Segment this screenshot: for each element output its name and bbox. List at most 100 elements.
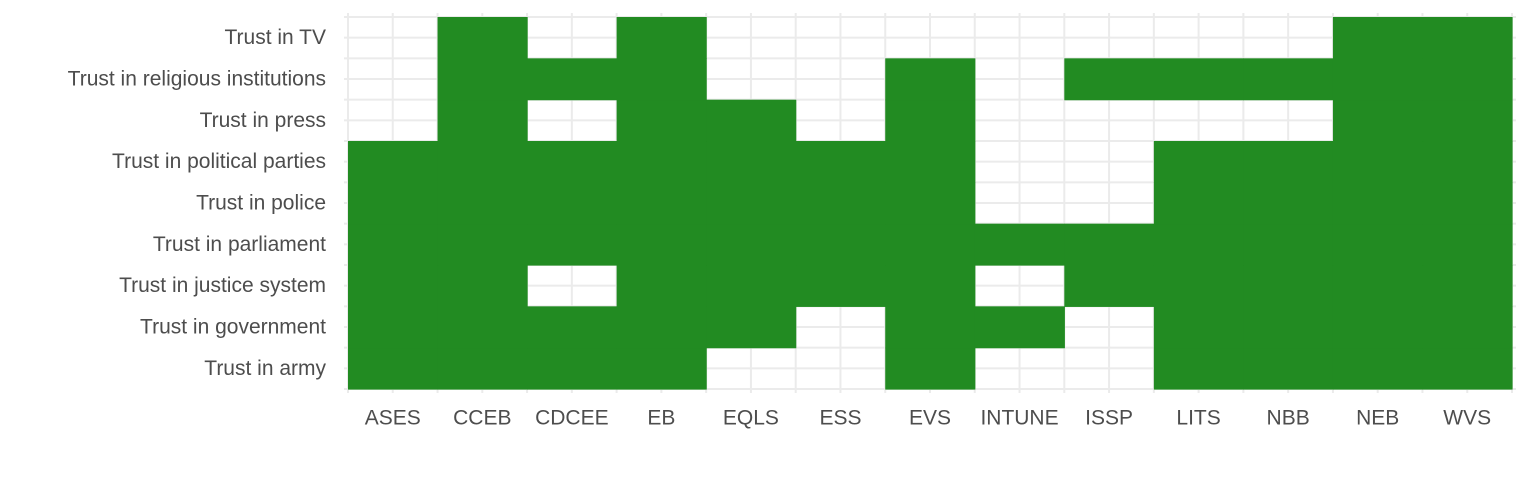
cell-wvs-trust-in-parliament (1422, 223, 1513, 266)
cell-cceb-trust-in-police (437, 182, 528, 225)
cell-eb-trust-in-government (616, 306, 707, 349)
x-tick-label-cceb: CCEB (453, 407, 511, 430)
cell-cceb-trust-in-tv (437, 17, 528, 59)
cell-neb-trust-in-parliament (1332, 223, 1424, 266)
cell-neb-trust-in-justice-system (1332, 265, 1424, 307)
cell-cceb-trust-in-parliament (437, 223, 528, 266)
y-tick-label-trust-in-parliament: Trust in parliament (153, 233, 326, 256)
cell-nbb-trust-in-political-parties (1243, 141, 1334, 183)
cell-eqls-trust-in-police (706, 182, 797, 225)
cell-layer (348, 17, 1513, 390)
cell-wvs-trust-in-political-parties (1422, 141, 1513, 183)
cell-lits-trust-in-army (1153, 347, 1244, 390)
x-tick-label-neb: NEB (1356, 407, 1399, 430)
x-tick-label-issp: ISSP (1085, 407, 1133, 430)
cell-neb-trust-in-religious-institutions (1332, 58, 1424, 101)
cell-neb-trust-in-press (1332, 99, 1424, 142)
cell-cceb-trust-in-press (437, 99, 528, 142)
cell-issp-trust-in-justice-system (1064, 265, 1155, 307)
cell-ess-trust-in-political-parties (795, 141, 886, 183)
cell-wvs-trust-in-press (1422, 99, 1513, 142)
cell-cdcee-trust-in-police (527, 182, 618, 225)
cell-eb-trust-in-religious-institutions (616, 58, 707, 101)
cell-wvs-trust-in-police (1422, 182, 1513, 225)
cell-neb-trust-in-police (1332, 182, 1424, 225)
x-tick-label-eqls: EQLS (723, 407, 779, 430)
cell-lits-trust-in-political-parties (1153, 141, 1244, 183)
cell-eqls-trust-in-justice-system (706, 265, 797, 307)
cell-wvs-trust-in-religious-institutions (1422, 58, 1513, 101)
cell-ases-trust-in-justice-system (348, 265, 439, 307)
cell-evs-trust-in-parliament (885, 223, 976, 266)
cell-cceb-trust-in-religious-institutions (437, 58, 528, 101)
y-tick-label-trust-in-religious-institutions: Trust in religious institutions (68, 68, 326, 91)
cell-intune-trust-in-government (974, 306, 1065, 349)
cell-ases-trust-in-army (348, 347, 439, 390)
cell-lits-trust-in-government (1153, 306, 1244, 349)
cell-cdcee-trust-in-government (527, 306, 618, 349)
cell-cdcee-trust-in-army (527, 347, 618, 390)
cell-eb-trust-in-tv (616, 17, 707, 59)
x-tick-label-eb: EB (647, 407, 675, 430)
cell-wvs-trust-in-tv (1422, 17, 1513, 59)
y-tick-label-trust-in-army: Trust in army (204, 357, 326, 380)
x-tick-label-intune: INTUNE (980, 407, 1058, 430)
cell-eb-trust-in-political-parties (616, 141, 707, 183)
cell-cceb-trust-in-justice-system (437, 265, 528, 307)
cell-eb-trust-in-parliament (616, 223, 707, 266)
x-tick-label-ess: ESS (819, 407, 861, 430)
y-tick-label-trust-in-press: Trust in press (200, 109, 326, 132)
x-tick-label-cdcee: CDCEE (535, 407, 609, 430)
cell-ases-trust-in-political-parties (348, 141, 439, 183)
cell-eb-trust-in-press (616, 99, 707, 142)
cell-nbb-trust-in-army (1243, 347, 1334, 390)
y-tick-label-trust-in-political-parties: Trust in political parties (112, 150, 326, 173)
cell-evs-trust-in-press (885, 99, 976, 142)
x-tick-label-evs: EVS (909, 407, 951, 430)
cell-evs-trust-in-government (885, 306, 976, 349)
cell-issp-trust-in-religious-institutions (1064, 58, 1155, 101)
cell-evs-trust-in-justice-system (885, 265, 976, 307)
cell-eqls-trust-in-political-parties (706, 141, 797, 183)
y-tick-label-trust-in-tv: Trust in TV (224, 26, 326, 49)
cell-eqls-trust-in-government (706, 306, 797, 349)
cell-lits-trust-in-parliament (1153, 223, 1244, 266)
cell-lits-trust-in-religious-institutions (1153, 58, 1244, 101)
cell-ess-trust-in-parliament (795, 223, 886, 266)
cell-cdcee-trust-in-parliament (527, 223, 618, 266)
y-tick-label-trust-in-police: Trust in police (196, 192, 326, 215)
cell-ases-trust-in-government (348, 306, 439, 349)
y-tick-label-trust-in-justice-system: Trust in justice system (119, 274, 326, 297)
y-tick-label-trust-in-government: Trust in government (140, 316, 326, 339)
cell-wvs-trust-in-army (1422, 347, 1513, 390)
y-tick-labels: Trust in army Trust in government Trust in… (68, 26, 327, 380)
x-tick-label-nbb: NBB (1267, 407, 1310, 430)
x-tick-label-lits: LITS (1176, 407, 1220, 430)
cell-neb-trust-in-army (1332, 347, 1424, 390)
x-tick-label-wvs: WVS (1443, 407, 1491, 430)
cell-cceb-trust-in-government (437, 306, 528, 349)
cell-intune-trust-in-parliament (974, 223, 1065, 266)
cell-evs-trust-in-religious-institutions (885, 58, 976, 101)
cell-eqls-trust-in-parliament (706, 223, 797, 266)
cell-issp-trust-in-parliament (1064, 223, 1155, 266)
x-tick-labels: ASES CCEB CDCEE EB EQLS ESS EVS INTUNE ISSP LITS N… (365, 407, 1491, 430)
cell-evs-trust-in-political-parties (885, 141, 976, 183)
cell-evs-trust-in-police (885, 182, 976, 225)
cell-nbb-trust-in-parliament (1243, 223, 1334, 266)
cell-neb-trust-in-tv (1332, 17, 1424, 59)
cell-ases-trust-in-police (348, 182, 439, 225)
cell-cceb-trust-in-political-parties (437, 141, 528, 183)
cell-eb-trust-in-army (616, 347, 707, 390)
cell-neb-trust-in-government (1332, 306, 1424, 349)
cell-eb-trust-in-justice-system (616, 265, 707, 307)
cell-cceb-trust-in-army (437, 347, 528, 390)
cell-lits-trust-in-police (1153, 182, 1244, 225)
x-tick-label-ases: ASES (365, 407, 421, 430)
cell-lits-trust-in-justice-system (1153, 265, 1244, 307)
cell-nbb-trust-in-justice-system (1243, 265, 1334, 307)
cell-evs-trust-in-army (885, 347, 976, 390)
cell-cdcee-trust-in-religious-institutions (527, 58, 618, 101)
cell-ess-trust-in-justice-system (795, 265, 886, 307)
